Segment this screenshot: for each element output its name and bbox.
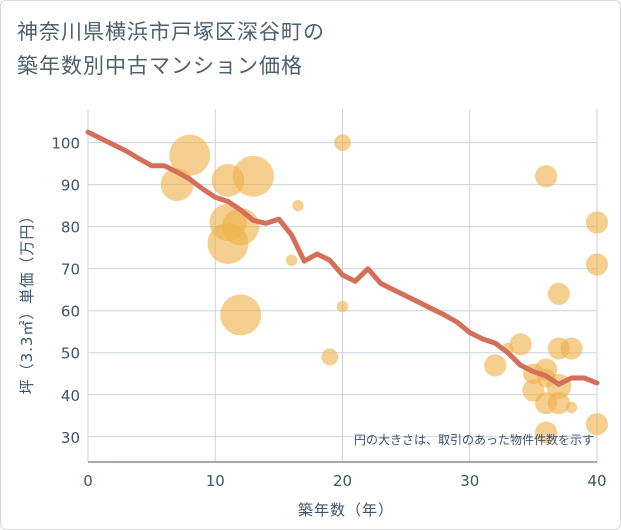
data-bubble (560, 337, 583, 360)
data-bubble (547, 282, 570, 306)
y-axis-label: 坪（3.3㎡）単価（万円） (18, 208, 36, 395)
data-bubble (565, 401, 578, 414)
trend-line (85, 129, 600, 387)
data-bubble (585, 413, 609, 436)
y-tick-label: 40 (61, 387, 80, 405)
y-tick-label: 90 (61, 177, 80, 195)
grid-lines (87, 109, 598, 462)
data-bubble (547, 392, 570, 415)
data-bubble (169, 134, 211, 176)
y-tick-label: 50 (61, 345, 80, 363)
y-axis-ticks: 30 40 50 60 70 80 90 100 (51, 135, 80, 447)
x-tick-label: 30 (460, 472, 479, 490)
data-bubble (484, 354, 507, 377)
y-tick-label: 30 (61, 429, 80, 447)
chart-title-line2: 築年数別中古マンション価格 (17, 54, 303, 78)
y-tick-label: 100 (51, 135, 80, 153)
data-bubble (285, 254, 298, 266)
x-tick-label: 10 (206, 472, 225, 490)
chart-title: 神奈川県横浜市戸塚区深谷町の 築年数別中古マンション価格 (17, 15, 577, 83)
x-axis-label: 築年数（年） (298, 501, 394, 519)
data-bubble (232, 155, 274, 197)
y-tick-label: 70 (61, 261, 80, 279)
x-tick-label: 20 (333, 472, 352, 490)
chart-title-line1: 神奈川県横浜市戸塚区深谷町の (17, 20, 325, 44)
data-bubble (334, 134, 351, 152)
x-tick-label: 40 (587, 472, 606, 490)
data-bubble (292, 199, 304, 212)
data-bubble (222, 208, 260, 246)
data-bubble (509, 333, 532, 356)
data-bubble (535, 165, 558, 188)
x-axis-ticks: 0 10 20 30 40 (83, 472, 606, 490)
x-tick-label: 0 (83, 472, 93, 490)
size-note: 円の大きさは、取引のあった物件件数を示す (354, 432, 594, 447)
y-tick-label: 60 (61, 303, 80, 321)
bubble-layer (160, 134, 609, 444)
data-bubble (336, 300, 349, 313)
data-bubble (321, 348, 339, 366)
y-tick-label: 80 (61, 219, 80, 237)
data-bubble (535, 421, 558, 444)
data-bubble (585, 253, 609, 276)
data-bubble (220, 294, 262, 336)
data-bubble (585, 211, 609, 234)
